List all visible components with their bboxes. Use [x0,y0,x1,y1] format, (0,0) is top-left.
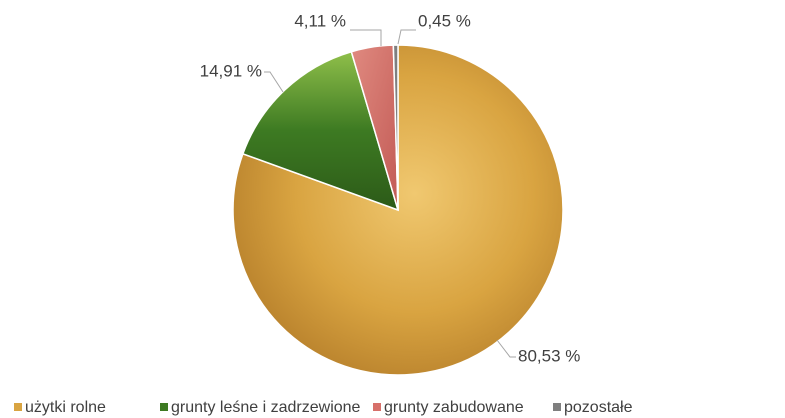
data-label: 4,11 % [294,11,346,30]
pie-slice [241,50,400,212]
data-label: 80,53 % [518,346,580,365]
legend-swatch [160,403,168,411]
leader-line [264,71,284,93]
legend-label: pozostałe [564,399,633,416]
legend-swatch [373,403,381,411]
data-label: 0,45 % [418,11,471,30]
legend: użytki rolne grunty leśne i zadrzewione gr… [14,399,633,416]
pie-slice [392,44,399,211]
legend-label: grunty leśne i zadrzewione [171,399,361,416]
data-label: 14,91 % [200,61,262,80]
legend-label: użytki rolne [25,399,106,416]
leader-line [350,29,382,46]
leader-line [496,339,516,358]
leader-line [397,29,416,45]
legend-swatch [14,403,22,411]
legend-label: grunty zabudowane [384,399,524,416]
legend-swatch [553,403,561,411]
